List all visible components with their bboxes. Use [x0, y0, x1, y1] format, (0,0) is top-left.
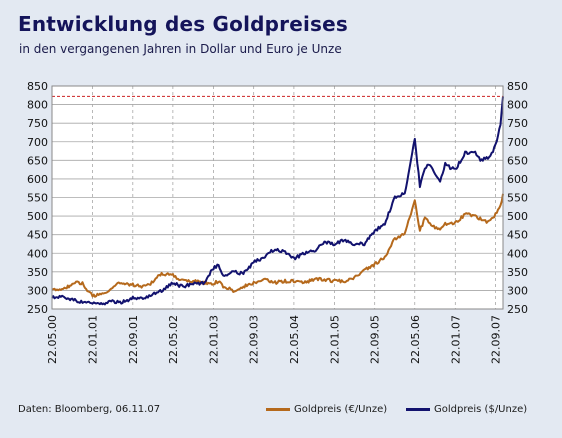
y-tick-label-left: 750: [27, 117, 48, 130]
vertical-gridlines: [51, 86, 496, 309]
x-tick-label: 22.01.07: [449, 315, 462, 364]
y-tick-label-left: 250: [27, 303, 48, 316]
source-note: Daten: Bloomberg, 06.11.07: [18, 404, 161, 415]
x-tick-label: 22.05.04: [288, 315, 301, 364]
chart-subtitle: in den vergangenen Jahren in Dollar und …: [19, 42, 342, 56]
y-tick-label-right: 600: [507, 173, 528, 186]
y-tick-label-left: 550: [27, 192, 48, 205]
horizontal-gridlines: [52, 85, 503, 310]
y-tick-label-right: 350: [507, 266, 528, 279]
x-axis: 22.05.00 22.01.01 22.09.01 22.05.02 22.01.03…: [46, 315, 503, 364]
legend-swatch-dollar: [406, 408, 430, 411]
y-tick-label-right: 550: [507, 192, 528, 205]
legend-item-euro: Goldpreis (€/Unze): [266, 404, 387, 415]
y-tick-label-right: 650: [507, 154, 528, 167]
y-axis-right: 250 300 350 400 450 500 550 600 650 700 750 800 850: [507, 80, 528, 316]
y-tick-label-right: 750: [507, 117, 528, 130]
y-tick-label-left: 300: [27, 284, 48, 297]
y-tick-label-right: 800: [507, 99, 528, 112]
x-tick-label: 22.05.00: [46, 315, 59, 364]
x-tick-label: 22.09.01: [127, 315, 140, 364]
x-tick-label: 22.05.06: [409, 315, 422, 364]
y-tick-label-right: 300: [507, 284, 528, 297]
y-tick-label-left: 800: [27, 99, 48, 112]
y-tick-label-right: 850: [507, 80, 528, 93]
legend-label-euro: Goldpreis (€/Unze): [294, 404, 388, 415]
y-tick-label-left: 650: [27, 154, 48, 167]
x-tick-label: 22.09.03: [248, 315, 261, 364]
legend-item-dollar: Goldpreis ($/Unze): [406, 404, 527, 415]
y-tick-label-right: 500: [507, 210, 528, 223]
y-tick-label-right: 700: [507, 136, 528, 149]
y-tick-label-left: 400: [27, 247, 48, 260]
y-axis-left: 250 300 350 400 450 500 550 600 650 700 750 800 850: [27, 80, 48, 316]
x-tick-label: 22.05.02: [167, 315, 180, 364]
x-tick-label: 22.09.07: [490, 315, 503, 364]
x-tick-label: 22.01.05: [328, 315, 341, 364]
x-tick-label: 22.01.01: [87, 315, 100, 364]
y-tick-label-left: 500: [27, 210, 48, 223]
legend-swatch-euro: [266, 408, 290, 411]
legend-label-dollar: Goldpreis ($/Unze): [434, 404, 528, 415]
y-tick-label-left: 450: [27, 229, 48, 242]
y-tick-label-right: 250: [507, 303, 528, 316]
y-tick-label-left: 850: [27, 80, 48, 93]
plot-frame: [51, 85, 504, 310]
series-line-dollar: [51, 96, 504, 306]
series-lines: [51, 96, 504, 306]
y-tick-label-left: 700: [27, 136, 48, 149]
x-tick-label: 22.01.03: [207, 315, 220, 364]
y-tick-label-right: 450: [507, 229, 528, 242]
y-tick-label-left: 600: [27, 173, 48, 186]
series-line-euro: [51, 193, 504, 298]
chart-title: Entwicklung des Goldpreises: [18, 12, 349, 36]
y-tick-label-left: 350: [27, 266, 48, 279]
y-tick-label-right: 400: [507, 247, 528, 260]
x-tick-label: 22.09.05: [369, 315, 382, 364]
